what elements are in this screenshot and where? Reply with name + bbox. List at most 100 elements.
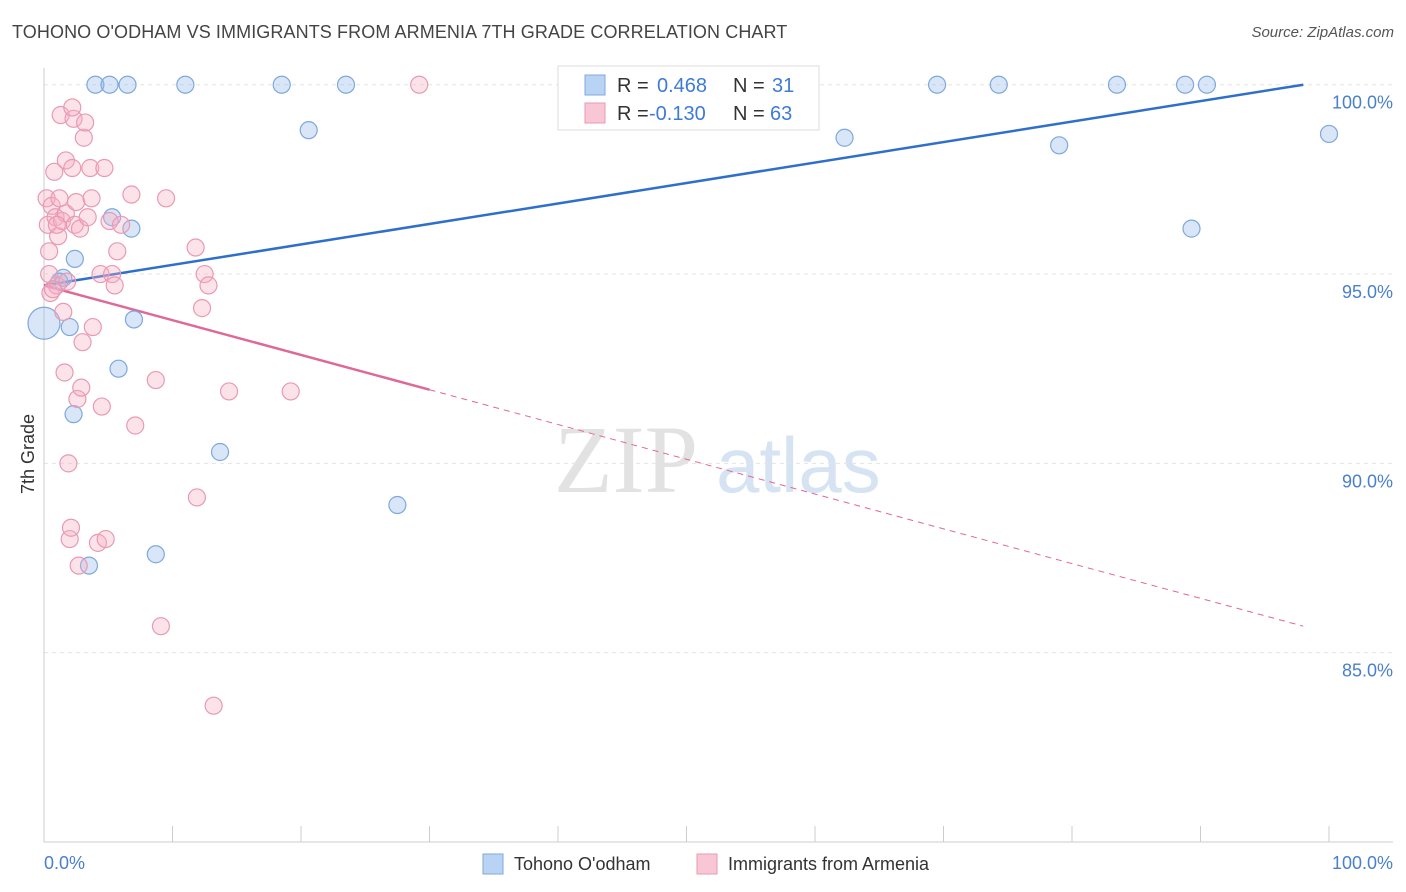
y-axis-title: 7th Grade xyxy=(18,414,38,494)
point-tohono xyxy=(1182,219,1201,238)
point-tohono xyxy=(27,306,61,340)
point-armenia xyxy=(40,264,59,284)
point-tohono xyxy=(210,442,230,462)
point-armenia xyxy=(42,196,61,215)
legend-swatch-armenia xyxy=(696,853,718,875)
trend-lines xyxy=(43,83,1304,627)
trend-line-solid-1 xyxy=(43,284,430,391)
point-tohono xyxy=(122,219,141,238)
point-tohono xyxy=(1050,136,1069,155)
point-armenia xyxy=(281,382,300,401)
point-armenia xyxy=(58,272,77,291)
point-tohono xyxy=(146,545,165,564)
point-armenia xyxy=(122,185,141,204)
point-tohono xyxy=(65,249,84,268)
stats-swatch-pink xyxy=(584,102,606,124)
trend-line-dashed-1 xyxy=(429,389,1304,627)
source-label: Source: ZipAtlas.com xyxy=(1251,24,1394,41)
point-armenia xyxy=(146,370,165,390)
stats-n-label-1: N = xyxy=(733,75,765,97)
point-armenia xyxy=(78,208,97,227)
point-tohono xyxy=(1319,124,1339,144)
legend-swatch-tohono xyxy=(482,853,504,875)
point-armenia xyxy=(410,75,429,94)
point-tohono xyxy=(109,359,128,378)
point-tohono xyxy=(927,75,947,94)
point-armenia xyxy=(219,382,239,401)
point-armenia xyxy=(54,302,73,322)
stats-n-label-2: N = xyxy=(733,103,765,125)
point-tohono xyxy=(336,75,356,94)
stats-n-value-2: 63 xyxy=(770,103,792,125)
legend-label-armenia: Immigrants from Armenia xyxy=(728,854,930,874)
point-tohono xyxy=(60,317,79,337)
point-tohono xyxy=(835,128,854,147)
point-armenia xyxy=(82,189,101,208)
point-tohono xyxy=(100,75,119,94)
point-armenia xyxy=(55,363,74,382)
point-armenia xyxy=(61,518,81,537)
point-armenia xyxy=(40,242,59,261)
point-armenia xyxy=(108,242,127,261)
point-armenia xyxy=(156,189,176,208)
y-tick-labels: 85.0% 90.0% 95.0% 100.0% xyxy=(1332,93,1393,681)
point-armenia xyxy=(67,192,86,212)
point-armenia xyxy=(186,238,205,257)
watermark-atlas: atlas xyxy=(716,421,881,509)
trend-line-solid-0 xyxy=(43,83,1304,287)
point-armenia xyxy=(73,333,92,352)
stats-n-value-1: 31 xyxy=(772,75,794,97)
point-armenia xyxy=(195,264,214,284)
point-tohono xyxy=(118,75,137,94)
point-armenia xyxy=(151,617,171,636)
point-armenia xyxy=(204,696,223,715)
point-armenia xyxy=(69,556,88,575)
watermark-zip: ZIP xyxy=(554,406,698,513)
point-tohono xyxy=(176,75,195,94)
point-tohono xyxy=(1175,75,1195,94)
point-tohono xyxy=(299,121,318,140)
point-armenia xyxy=(45,162,64,181)
grid-lines xyxy=(44,84,1393,654)
point-armenia xyxy=(187,488,207,507)
point-tohono xyxy=(124,310,144,329)
point-tohono xyxy=(388,495,407,515)
point-armenia xyxy=(83,317,102,337)
point-tohono xyxy=(86,75,105,94)
stats-r-value-2: -0.130 xyxy=(649,103,706,125)
point-armenia xyxy=(105,276,124,295)
point-armenia xyxy=(92,397,111,416)
point-tohono xyxy=(1197,75,1217,94)
stats-r-label-1: R = xyxy=(617,75,649,97)
point-armenia xyxy=(126,416,145,435)
y-tick-label: 95.0% xyxy=(1342,282,1393,302)
point-armenia xyxy=(68,389,87,409)
point-armenia xyxy=(56,151,75,170)
point-armenia xyxy=(43,280,63,299)
data-points xyxy=(27,75,1339,715)
point-tohono xyxy=(64,405,83,424)
chart-title: TOHONO O'ODHAM VS IMMIGRANTS FROM ARMENI… xyxy=(12,22,788,42)
point-armenia xyxy=(100,211,119,231)
point-armenia xyxy=(59,454,78,473)
point-armenia xyxy=(63,98,82,117)
y-tick-label: 85.0% xyxy=(1342,661,1393,681)
point-armenia xyxy=(192,299,212,318)
point-armenia xyxy=(111,215,131,234)
point-armenia xyxy=(199,276,218,295)
x-tick-label-max: 100.0% xyxy=(1332,853,1393,873)
point-armenia xyxy=(50,189,69,208)
point-tohono xyxy=(1107,75,1127,94)
point-armenia xyxy=(76,113,95,132)
point-armenia xyxy=(81,158,100,178)
point-tohono xyxy=(989,75,1008,94)
stats-r-value-1: 0.468 xyxy=(657,75,707,97)
point-armenia xyxy=(103,264,122,284)
y-tick-label: 100.0% xyxy=(1332,93,1393,113)
point-armenia xyxy=(95,158,114,178)
point-armenia xyxy=(47,215,66,234)
point-armenia xyxy=(96,529,115,549)
stats-r-label-2: R = xyxy=(617,103,649,125)
axes xyxy=(43,68,1393,843)
